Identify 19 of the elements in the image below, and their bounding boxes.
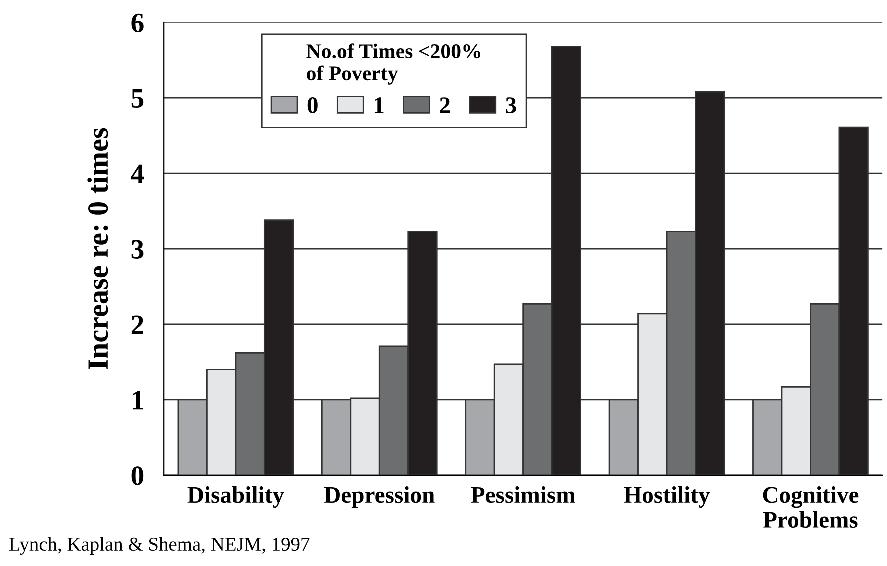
x-tick-label: Depression xyxy=(324,486,435,508)
x-tick-label: Disability xyxy=(188,486,284,508)
x-tick-label: Hostility xyxy=(624,486,710,508)
y-tick-label: 1 xyxy=(132,391,144,410)
legend-title: No.of Times <200% of Poverty xyxy=(306,44,480,85)
y-tick-label: 3 xyxy=(132,240,144,259)
y-tick-label: 6 xyxy=(132,14,144,33)
y-tick-label: 0 xyxy=(132,466,144,486)
text: Lynch, Kaplan & Shema, NEJM, 1997 xyxy=(9,537,310,556)
y-tick-label: 5 xyxy=(132,90,144,108)
y-tick-label: 4 xyxy=(131,164,144,184)
legend-label: 1 xyxy=(374,98,384,114)
y-axis-title: Increase re: 0 times xyxy=(88,128,108,370)
x-tick-label: Cognitive Problems xyxy=(763,486,859,528)
x-tick-label: Pessimism xyxy=(471,486,576,504)
legend-label: 2 xyxy=(440,98,450,114)
legend-label: 0 xyxy=(308,98,318,114)
legend-label: 3 xyxy=(506,98,516,114)
y-tick-label: 2 xyxy=(132,316,144,334)
